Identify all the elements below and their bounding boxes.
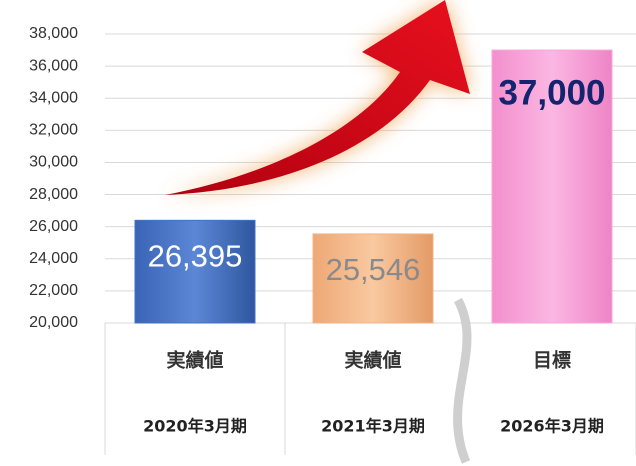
break-mark (458, 300, 467, 462)
y-tick-label: 26,000 (29, 218, 78, 235)
period-label: 2021年3月期 (321, 417, 425, 436)
y-tick-label: 20,000 (29, 314, 78, 331)
arrow (165, 0, 470, 195)
y-tick-label: 22,000 (29, 282, 78, 299)
y-tick-label: 28,000 (29, 186, 78, 203)
y-tick-label: 38,000 (29, 25, 78, 42)
x-tick-label: 実績値 (166, 349, 223, 372)
value-label: 26,395 (148, 239, 243, 274)
period-label: 2026年3月期 (500, 417, 604, 436)
y-tick-label: 34,000 (29, 89, 78, 106)
value-label: 37,000 (498, 73, 605, 112)
y-tick-label: 24,000 (29, 250, 78, 267)
value-label: 25,546 (326, 252, 421, 287)
period-label: 2020年3月期 (143, 417, 247, 436)
y-tick-label: 30,000 (29, 154, 78, 171)
chart: 20,000 22,000 24,000 26,000 28,000 30,000 32,0… (0, 0, 636, 466)
y-tick-label: 36,000 (29, 57, 78, 74)
y-tick-label: 32,000 (29, 122, 78, 139)
x-tick-label: 目標 (533, 349, 571, 372)
x-tick-label: 実績値 (344, 349, 401, 372)
